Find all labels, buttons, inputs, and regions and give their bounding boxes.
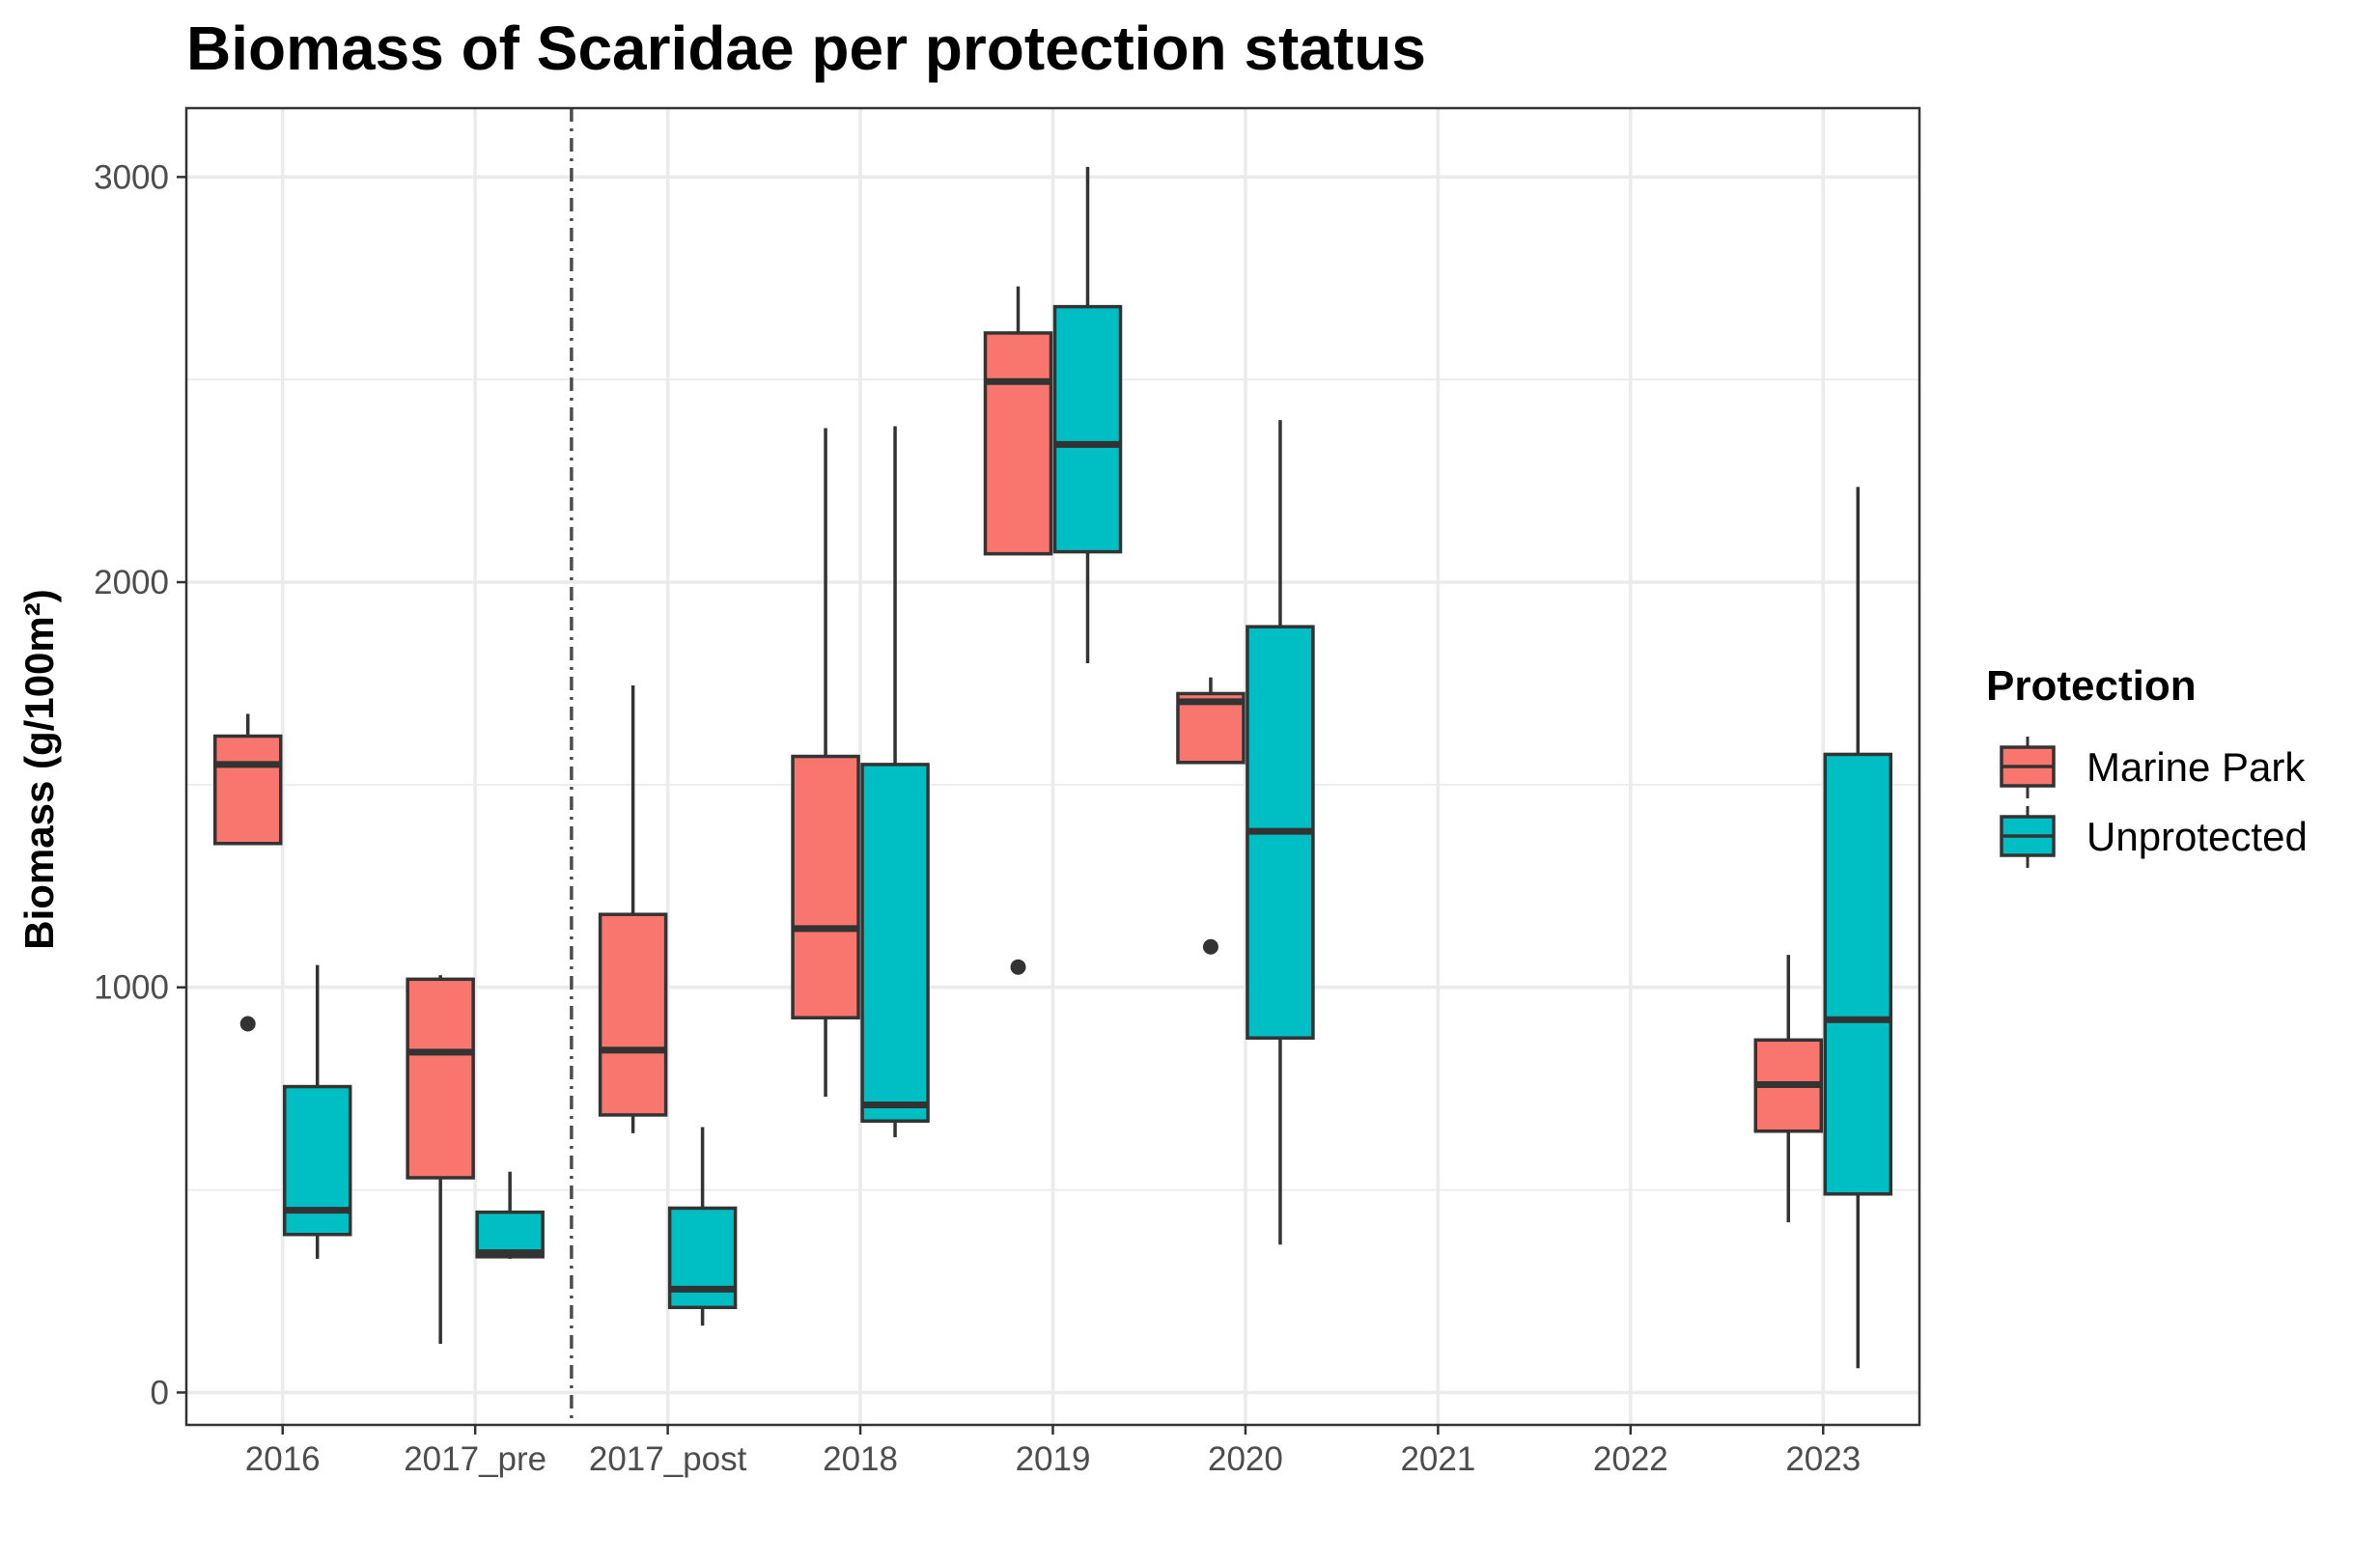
- x-tick-label: 2019: [1016, 1440, 1091, 1478]
- box-marine-park-2017_post: [598, 685, 668, 1133]
- box-marine-park-2023: [1753, 955, 1824, 1223]
- y-tick-label: 0: [151, 1374, 169, 1411]
- legend: Protection Marine Park Unprotected: [1986, 662, 2308, 868]
- box-body: [598, 912, 668, 1117]
- box-marine-park-2019: [983, 286, 1053, 975]
- outlier-point: [239, 1016, 256, 1032]
- legend-title: Protection: [1986, 662, 2197, 710]
- box-unprotected-2017_post: [667, 1127, 738, 1326]
- box-body: [212, 734, 283, 846]
- x-tick-label: 2021: [1400, 1440, 1475, 1478]
- y-tick-label: 2000: [94, 564, 169, 601]
- x-tick-label: 2020: [1208, 1440, 1283, 1478]
- y-tick-label: 3000: [94, 158, 169, 196]
- x-tick-label: 2017_pre: [404, 1440, 546, 1478]
- x-tick-label: 2022: [1593, 1440, 1668, 1478]
- box-unprotected-2018: [860, 426, 930, 1138]
- x-tick-label: 2016: [245, 1440, 321, 1478]
- legend-label: Unprotected: [2086, 814, 2308, 859]
- box-unprotected-2019: [1052, 166, 1123, 663]
- y-tick-label: 1000: [94, 969, 169, 1007]
- x-tick-label: 2018: [823, 1440, 898, 1478]
- box-unprotected-2023: [1823, 487, 1893, 1369]
- outlier-point: [1010, 959, 1026, 975]
- box-unprotected-2016: [282, 964, 352, 1259]
- chart-title: Biomass of Scaridae per protection statu…: [186, 14, 1426, 83]
- plot-area: 0 1000 2000 3000 2016 2017_pre 2017_post 2018 20…: [94, 106, 1921, 1478]
- box-body: [406, 977, 475, 1180]
- legend-entry-marine-park: Marine Park: [2000, 737, 2306, 798]
- box-unprotected-2020: [1246, 420, 1315, 1245]
- box-body: [791, 754, 860, 1019]
- legend-label: Marine Park: [2086, 744, 2306, 790]
- box-marine-park-2018: [791, 428, 860, 1098]
- x-tick-label: 2017_post: [589, 1440, 747, 1478]
- legend-entry-unprotected: Unprotected: [2000, 806, 2308, 868]
- y-axis-label: Biomass (g/100m²): [16, 589, 62, 949]
- outlier-point: [1202, 938, 1218, 955]
- box-body: [983, 331, 1053, 556]
- box-body: [1052, 304, 1123, 554]
- box-body: [860, 763, 930, 1123]
- box-unprotected-2017_pre: [475, 1171, 545, 1259]
- x-tick-label: 2023: [1785, 1440, 1861, 1478]
- plot-border: [184, 106, 1921, 1427]
- box-marine-park-2017_pre: [406, 975, 475, 1345]
- box-marine-park-2020: [1176, 677, 1246, 955]
- box-body: [1823, 752, 1893, 1196]
- box-marine-park-2016: [212, 713, 283, 1032]
- legend-entries: Marine Park Unprotected: [2000, 737, 2308, 868]
